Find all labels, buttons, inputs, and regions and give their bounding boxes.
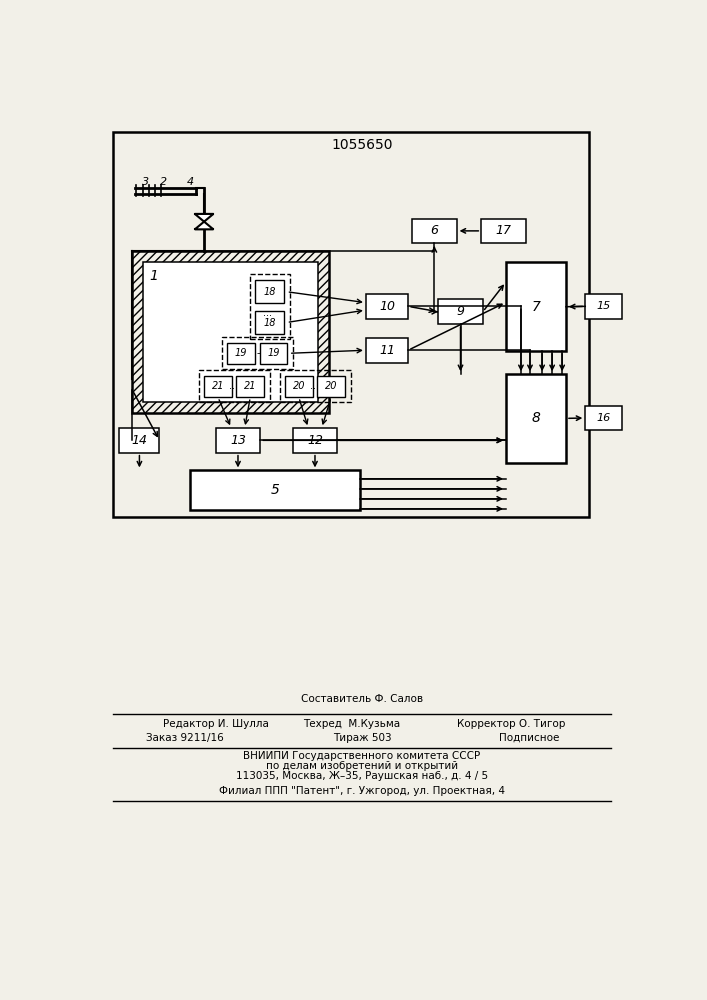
Text: 12: 12 [307, 434, 323, 447]
Bar [293, 428, 337, 453]
Polygon shape [195, 222, 214, 229]
Bar [250, 274, 290, 339]
Text: Заказ 9211/16: Заказ 9211/16 [146, 733, 223, 743]
Text: 19: 19 [235, 348, 247, 358]
Bar [227, 343, 255, 364]
Text: 5: 5 [271, 483, 279, 497]
Text: 6: 6 [431, 224, 438, 237]
Text: 17: 17 [496, 224, 512, 237]
Text: ВНИИПИ Государственного комитета СССР: ВНИИПИ Государственного комитета СССР [243, 751, 481, 761]
Text: 113035, Москва, Ж–35, Раушская наб., д. 4 / 5: 113035, Москва, Ж–35, Раушская наб., д. … [236, 771, 488, 781]
Bar [366, 338, 408, 363]
Text: Редактор И. Шулла: Редактор И. Шулла [163, 719, 269, 729]
Text: 21: 21 [211, 381, 224, 391]
Text: ...: ... [310, 381, 319, 391]
Text: 2: 2 [160, 177, 167, 187]
Bar [481, 219, 526, 243]
Bar [585, 406, 622, 430]
Bar [255, 311, 284, 334]
Bar [144, 262, 318, 402]
Text: 20: 20 [325, 381, 337, 391]
Text: 1055650: 1055650 [331, 138, 392, 152]
Text: ...: ... [229, 381, 238, 391]
Bar [585, 294, 622, 319]
Text: 21: 21 [244, 381, 257, 391]
Bar [113, 132, 589, 517]
Bar [366, 294, 408, 319]
Bar [317, 376, 345, 397]
Bar [222, 337, 293, 369]
Bar [438, 299, 483, 324]
Bar [506, 262, 566, 351]
Text: Корректор О. Тигор: Корректор О. Тигор [457, 719, 565, 729]
Text: 18: 18 [263, 318, 276, 328]
Text: 7: 7 [532, 300, 540, 314]
Bar [204, 376, 232, 397]
Bar [119, 428, 160, 453]
Text: Тираж 503: Тираж 503 [332, 733, 391, 743]
Bar [279, 370, 351, 402]
Text: 8: 8 [532, 411, 540, 425]
Bar [506, 374, 566, 463]
Bar [259, 343, 287, 364]
Text: Филиал ППП "Патент", г. Ужгород, ул. Проектная, 4: Филиал ППП "Патент", г. Ужгород, ул. Про… [219, 786, 505, 796]
Text: 14: 14 [132, 434, 148, 447]
Text: 11: 11 [379, 344, 395, 357]
Text: 10: 10 [379, 300, 395, 313]
Text: 13: 13 [230, 434, 246, 447]
Bar [255, 280, 284, 303]
Text: 9: 9 [457, 305, 464, 318]
Text: ...: ... [263, 308, 271, 318]
Polygon shape [195, 214, 214, 222]
Bar [132, 251, 329, 413]
Text: 15: 15 [597, 301, 611, 311]
Text: Составитель Ф. Салов: Составитель Ф. Салов [301, 694, 423, 704]
Text: 19: 19 [267, 348, 280, 358]
Text: -: - [256, 348, 259, 358]
Text: Техред  М.Кузьма: Техред М.Кузьма [303, 719, 400, 729]
Text: 1: 1 [149, 269, 158, 283]
Text: 4: 4 [187, 177, 194, 187]
Text: 20: 20 [293, 381, 305, 391]
Bar [216, 428, 260, 453]
Bar [199, 370, 270, 402]
Bar [190, 470, 360, 510]
Text: 16: 16 [597, 413, 611, 423]
Bar [236, 376, 264, 397]
Text: по делам изобретений и открытий: по делам изобретений и открытий [266, 761, 458, 771]
Bar [285, 376, 312, 397]
Text: 18: 18 [263, 287, 276, 297]
Text: Подписное: Подписное [499, 733, 559, 743]
Text: 3: 3 [142, 177, 149, 187]
Bar [412, 219, 457, 243]
